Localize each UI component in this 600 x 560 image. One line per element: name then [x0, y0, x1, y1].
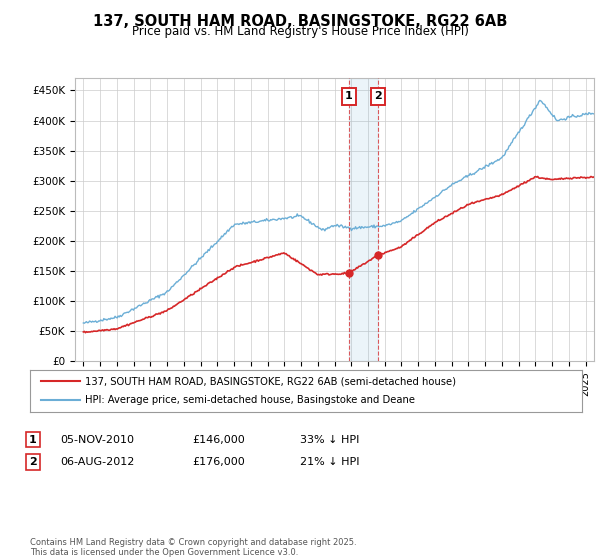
- Text: 06-AUG-2012: 06-AUG-2012: [60, 457, 134, 467]
- Text: 2: 2: [29, 457, 37, 467]
- Text: 1: 1: [344, 91, 352, 101]
- Text: 137, SOUTH HAM ROAD, BASINGSTOKE, RG22 6AB (semi-detached house): 137, SOUTH HAM ROAD, BASINGSTOKE, RG22 6…: [85, 376, 456, 386]
- Text: £176,000: £176,000: [192, 457, 245, 467]
- Text: 137, SOUTH HAM ROAD, BASINGSTOKE, RG22 6AB: 137, SOUTH HAM ROAD, BASINGSTOKE, RG22 6…: [93, 14, 507, 29]
- Text: 21% ↓ HPI: 21% ↓ HPI: [300, 457, 359, 467]
- Text: Price paid vs. HM Land Registry's House Price Index (HPI): Price paid vs. HM Land Registry's House …: [131, 25, 469, 38]
- Text: Contains HM Land Registry data © Crown copyright and database right 2025.
This d: Contains HM Land Registry data © Crown c…: [30, 538, 356, 557]
- Text: £146,000: £146,000: [192, 435, 245, 445]
- Text: HPI: Average price, semi-detached house, Basingstoke and Deane: HPI: Average price, semi-detached house,…: [85, 395, 415, 405]
- Text: 33% ↓ HPI: 33% ↓ HPI: [300, 435, 359, 445]
- Text: 1: 1: [29, 435, 37, 445]
- Text: 2: 2: [374, 91, 382, 101]
- Bar: [349, 78, 378, 361]
- Text: 05-NOV-2010: 05-NOV-2010: [60, 435, 134, 445]
